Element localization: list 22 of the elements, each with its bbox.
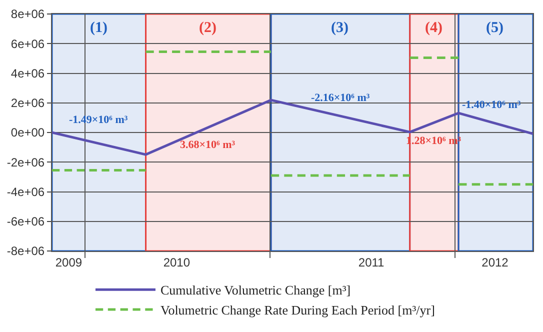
x-tick-label: 2011 bbox=[358, 255, 385, 270]
x-tick-label: 2012 bbox=[482, 255, 509, 270]
annotation: -2.16×10⁶ m³ bbox=[311, 92, 370, 104]
band-label: (5) bbox=[486, 20, 504, 36]
band-label: (4) bbox=[425, 20, 442, 36]
y-tick-label: -4e+06 bbox=[6, 184, 45, 199]
annotation: 3.68×10⁶ m³ bbox=[180, 139, 236, 151]
x-tick-label: 2009 bbox=[55, 255, 82, 270]
y-tick-label: 6e+06 bbox=[10, 36, 45, 51]
y-tick-label: 2e+06 bbox=[10, 96, 45, 110]
legend-label: Volumetric Change Rate During Each Period [m³/yr] bbox=[160, 302, 435, 318]
legend-label: Cumulative Volumetric Change [m³] bbox=[160, 282, 351, 298]
y-tick-label: -2e+06 bbox=[6, 155, 45, 170]
band-label: (1) bbox=[90, 20, 108, 36]
y-tick-label: -6e+06 bbox=[6, 214, 45, 229]
band-label: (3) bbox=[331, 20, 348, 36]
x-tick-label: 2010 bbox=[163, 255, 190, 270]
band-label: (2) bbox=[199, 20, 216, 36]
y-tick-label: -8e+06 bbox=[6, 244, 45, 258]
y-tick-label: 0e+00 bbox=[10, 126, 45, 140]
y-tick-label: 4e+06 bbox=[10, 66, 45, 80]
y-tick-label: 8e+06 bbox=[10, 7, 45, 22]
